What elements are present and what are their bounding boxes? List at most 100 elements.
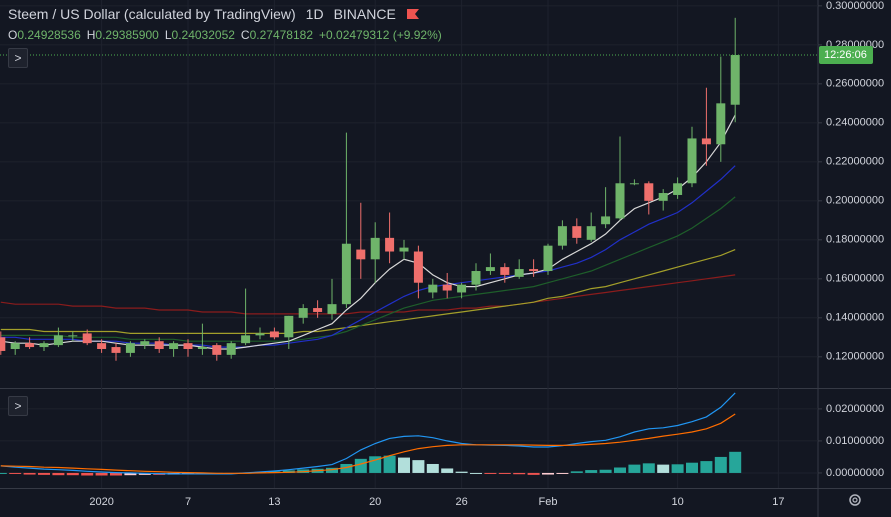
- ohlc-key: C: [240, 28, 250, 42]
- candle-body: [255, 333, 265, 336]
- ohlc-key: H: [86, 28, 96, 42]
- candle-body: [82, 333, 92, 344]
- candle-body: [457, 284, 467, 293]
- indicator-line: [0, 165, 736, 348]
- candle-body: [442, 284, 452, 291]
- histogram-bar: [657, 464, 670, 473]
- settings-gear[interactable]: [849, 494, 861, 506]
- ohlc-item: O0.24928536: [8, 28, 81, 42]
- histogram-bar: [714, 456, 727, 473]
- ohlc-line: O0.24928536 H0.29385900 L0.24032052 C0.2747…: [8, 28, 442, 42]
- x-tick-label: 7: [185, 496, 191, 508]
- candle-body: [226, 343, 236, 355]
- histogram-bar: [0, 472, 7, 474]
- candle-body: [370, 237, 380, 260]
- histogram-bar: [542, 472, 554, 475]
- exchange: BINANCE: [333, 6, 396, 22]
- histogram-bar: [38, 472, 50, 475]
- x-tick-label: 17: [772, 496, 784, 508]
- candle-body: [428, 284, 438, 293]
- candle-body: [10, 343, 20, 350]
- countdown: 12:26:06: [824, 49, 867, 61]
- ohlc-value: 0.27478182: [249, 28, 313, 42]
- histogram-bar: [614, 467, 626, 473]
- histogram-bar: [455, 471, 468, 473]
- ohlc-value: 0.24928536: [17, 28, 81, 42]
- indicator-line: [0, 114, 736, 350]
- indicator-line: [0, 196, 736, 342]
- price-change: +0.02479312 (+9.92%): [319, 28, 442, 42]
- histogram-bar: [484, 472, 497, 474]
- candle-body: [53, 335, 63, 346]
- candle-body: [169, 343, 179, 350]
- ohlc-value: 0.24032052: [171, 28, 235, 42]
- legend: Steem / US Dollar (calculated by Trading…: [8, 4, 442, 42]
- candle-body: [730, 55, 740, 105]
- histogram-bar: [383, 455, 396, 473]
- histogram-bar: [326, 467, 338, 473]
- histogram-bar: [700, 461, 713, 473]
- indicator-line: [0, 249, 736, 334]
- interval: 1D: [305, 6, 324, 22]
- indicator-line: [0, 274, 736, 315]
- candle-body: [601, 216, 611, 225]
- x-tick-label: 10: [671, 496, 683, 508]
- candle-body: [399, 247, 409, 252]
- candle-body: [97, 343, 107, 350]
- histogram-bar: [340, 463, 353, 473]
- last-price-box: [819, 46, 873, 65]
- x-tick-label: 2020: [89, 496, 113, 508]
- candle-body: [543, 245, 553, 272]
- candle-body: [298, 308, 308, 318]
- candle-body: [111, 347, 121, 353]
- candle-body: [500, 267, 510, 275]
- histogram-bar: [527, 472, 540, 475]
- collapse-button[interactable]: >: [8, 396, 28, 416]
- y-tick-label: 0.20000000: [826, 195, 884, 207]
- histogram-bar: [729, 451, 742, 473]
- ohlc-key: O: [8, 28, 18, 42]
- histogram-bar: [81, 472, 94, 476]
- y-tick-label: 0.22000000: [826, 156, 884, 168]
- y-tick-label: 0.26000000: [826, 78, 884, 90]
- histogram-bar: [412, 460, 425, 473]
- gear-hub: [852, 497, 858, 503]
- collapse-button[interactable]: >: [8, 48, 28, 68]
- y-tick-label: 0.24000000: [826, 117, 884, 129]
- x-tick-label: 13: [268, 496, 280, 508]
- candle-body: [644, 183, 654, 201]
- candle-body: [154, 341, 164, 350]
- flag-icon[interactable]: [406, 8, 420, 20]
- symbol-line: Steem / US Dollar (calculated by Trading…: [8, 4, 442, 24]
- y-tick-label: 0.00000000: [826, 467, 884, 479]
- candle-body: [471, 271, 481, 285]
- histogram-bar: [398, 457, 410, 473]
- ohlc-key: L: [164, 28, 172, 42]
- x-tick-label: 26: [455, 496, 467, 508]
- candle-body: [572, 226, 582, 238]
- candle-body: [269, 331, 279, 338]
- y-tick-label: 0.30000000: [826, 0, 884, 12]
- candle-body: [514, 269, 524, 277]
- candle-body: [284, 315, 294, 338]
- candle-body: [529, 269, 539, 272]
- candle-body: [197, 347, 207, 350]
- histogram-bar: [426, 463, 439, 473]
- candle-body: [673, 183, 683, 195]
- candle-body: [327, 304, 337, 314]
- candle-body: [212, 345, 222, 355]
- candle-body: [140, 341, 150, 346]
- y-tick-label: 0.14000000: [826, 312, 884, 324]
- candle-body: [241, 335, 251, 344]
- y-tick-label: 0.16000000: [826, 273, 884, 285]
- candle-body: [356, 249, 366, 260]
- y-tick-label: 0.12000000: [826, 351, 884, 363]
- ohlc-value: 0.29385900: [95, 28, 159, 42]
- candle-body: [313, 308, 323, 312]
- y-tick-label: 0.01000000: [826, 435, 884, 447]
- histogram-bar: [441, 468, 454, 473]
- histogram-bar: [282, 470, 295, 473]
- candle-body: [629, 183, 639, 185]
- candle-body: [39, 343, 49, 348]
- histogram-bar: [95, 472, 108, 476]
